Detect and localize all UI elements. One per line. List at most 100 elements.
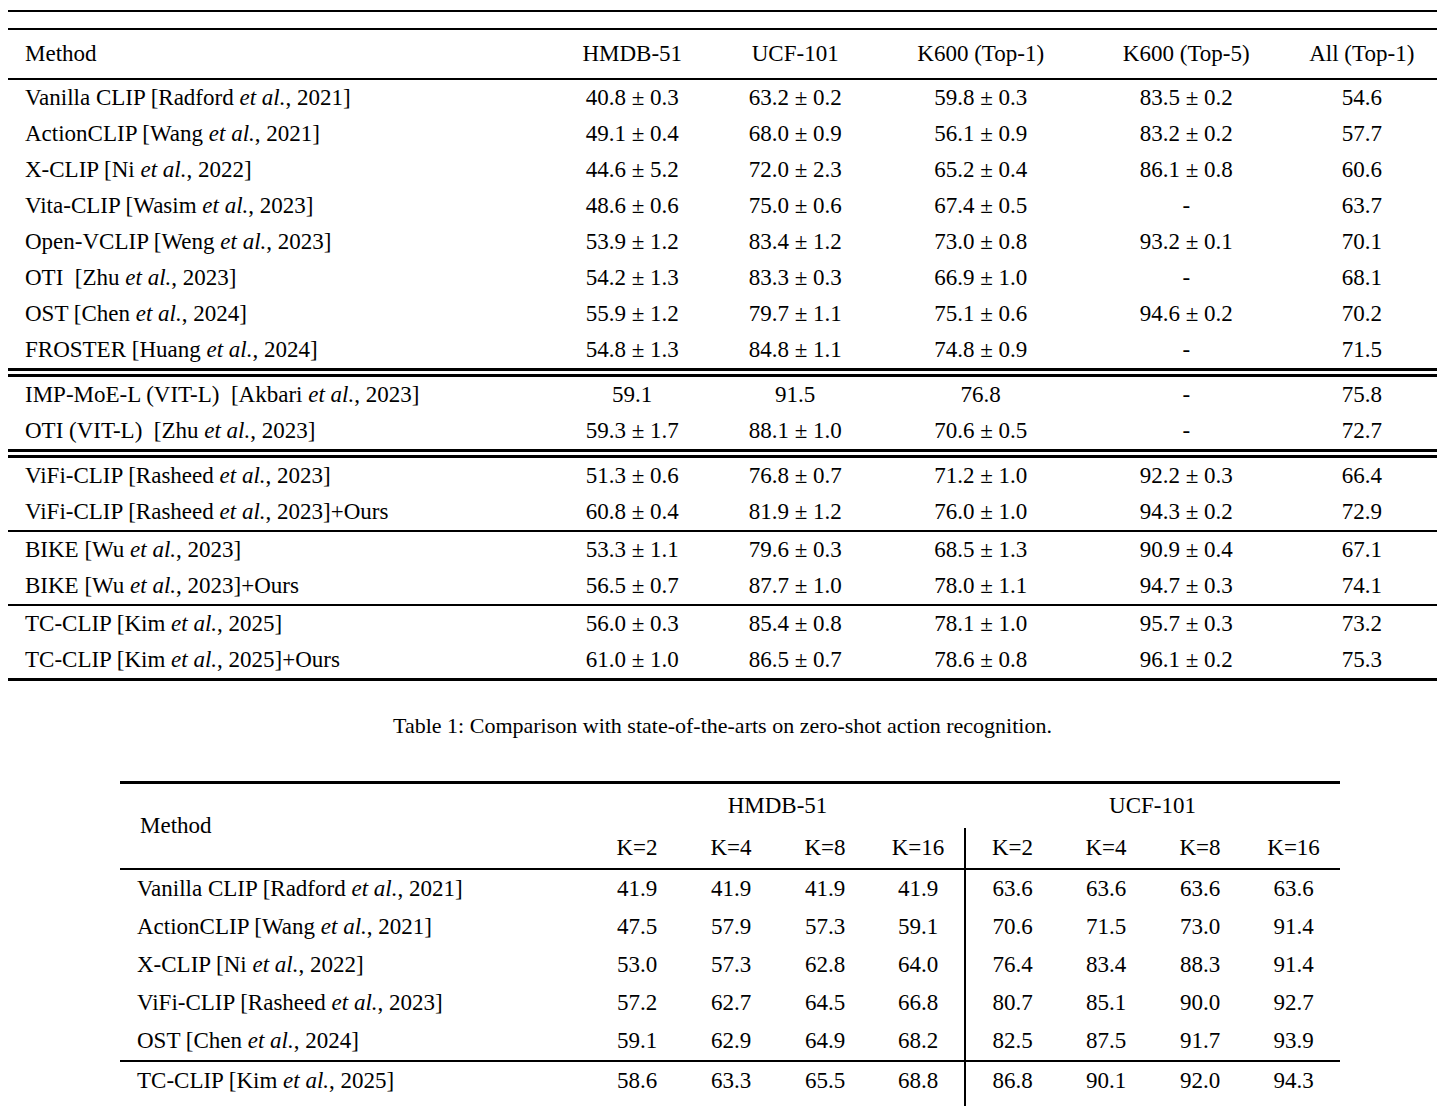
method-cell: TC-CLIP [Kim et al., 2025] bbox=[120, 1061, 590, 1100]
group-header-ucf101: UCF-101 bbox=[965, 783, 1340, 829]
value-cell: 80.7 bbox=[965, 984, 1059, 1022]
table-section: Vanilla CLIP [Radford et al., 2021]40.8 … bbox=[8, 79, 1437, 373]
column-header-hmdb-k4: K=4 bbox=[684, 828, 778, 869]
value-cell: 53.3 ± 1.1 bbox=[550, 531, 715, 568]
value-cell: 55.9 ± 1.2 bbox=[550, 296, 715, 332]
value-cell: - bbox=[1086, 413, 1287, 454]
column-header-hmdb51: HMDB-51 bbox=[550, 29, 715, 79]
value-cell: 91.3 bbox=[1059, 1100, 1153, 1106]
value-cell: 59.8 ± 0.3 bbox=[875, 79, 1086, 116]
dataset-group-header-row: Method HMDB-51 UCF-101 bbox=[120, 783, 1340, 829]
table-row: TC-CLIP [Kim et al., 2025]58.663.365.568… bbox=[120, 1061, 1340, 1100]
header-row: Method HMDB-51 UCF-101 K600 (Top-1) K600… bbox=[8, 29, 1437, 79]
value-cell: 65.6 bbox=[684, 1100, 778, 1106]
value-cell: 64.9 bbox=[778, 1022, 872, 1061]
value-cell: 93.9 bbox=[1247, 1022, 1340, 1061]
value-cell: 66.8 bbox=[872, 984, 965, 1022]
table-row: OTI (VIT-L) [Zhu et al., 2023]59.3 ± 1.7… bbox=[8, 413, 1437, 454]
table-row: ViFi-CLIP [Rasheed et al., 2023]51.3 ± 0… bbox=[8, 454, 1437, 495]
table-row: TC-CLIP [Kim et al., 2025]56.0 ± 0.385.4… bbox=[8, 605, 1437, 642]
value-cell: 85.1 bbox=[1059, 984, 1153, 1022]
column-header-alltop1: All (Top-1) bbox=[1287, 29, 1437, 79]
value-cell: 94.3 bbox=[1247, 1061, 1340, 1100]
value-cell: 66.9 ± 1.0 bbox=[875, 260, 1086, 296]
value-cell: 57.3 bbox=[778, 908, 872, 946]
value-cell: 92.2 ± 0.3 bbox=[1086, 454, 1287, 495]
value-cell: 68.9 bbox=[778, 1100, 872, 1106]
method-cell: X-CLIP [Ni et al., 2022] bbox=[8, 152, 550, 188]
table-row: Vanilla CLIP [Radford et al., 2021]40.8 … bbox=[8, 79, 1437, 116]
table-row: X-CLIP [Ni et al., 2022]44.6 ± 5.272.0 ±… bbox=[8, 152, 1437, 188]
table-row: X-CLIP [Ni et al., 2022]53.057.362.864.0… bbox=[120, 946, 1340, 984]
value-cell: 91.5 bbox=[715, 373, 875, 414]
value-cell: 63.7 bbox=[1287, 188, 1437, 224]
method-cell: OTI [Zhu et al., 2023] bbox=[8, 260, 550, 296]
value-cell: 56.0 ± 0.3 bbox=[550, 605, 715, 642]
table-row: OTI [Zhu et al., 2023]54.2 ± 1.383.3 ± 0… bbox=[8, 260, 1437, 296]
value-cell: 60.6 bbox=[1287, 152, 1437, 188]
value-cell: 91.4 bbox=[1247, 946, 1340, 984]
value-cell: 57.7 bbox=[1287, 116, 1437, 152]
column-header-ucf-k4: K=4 bbox=[1059, 828, 1153, 869]
value-cell: 83.4 bbox=[1059, 946, 1153, 984]
value-cell: 57.3 bbox=[684, 946, 778, 984]
value-cell: - bbox=[1086, 332, 1287, 373]
value-cell: 57.9 bbox=[684, 908, 778, 946]
value-cell: 73.2 bbox=[1287, 605, 1437, 642]
value-cell: 70.2 bbox=[1287, 296, 1437, 332]
value-cell: 72.0 ± 2.3 bbox=[715, 152, 875, 188]
value-cell: 86.5 ± 0.7 bbox=[715, 642, 875, 680]
column-header-hmdb-k16: K=16 bbox=[872, 828, 965, 869]
column-header-k600top5: K600 (Top-5) bbox=[1086, 29, 1287, 79]
value-cell: 54.6 bbox=[1287, 79, 1437, 116]
value-cell: 90.0 bbox=[1153, 984, 1247, 1022]
value-cell: 86.8 bbox=[965, 1061, 1059, 1100]
table-row: BIKE [Wu et al., 2023]+Ours56.5 ± 0.787.… bbox=[8, 568, 1437, 605]
value-cell: 81.9 ± 1.2 bbox=[715, 494, 875, 531]
value-cell: 88.1 ± 1.0 bbox=[715, 413, 875, 454]
value-cell: - bbox=[1086, 260, 1287, 296]
value-cell: 70.1 bbox=[1287, 224, 1437, 260]
value-cell: 63.0 bbox=[590, 1100, 684, 1106]
value-cell: 92.9 bbox=[1153, 1100, 1247, 1106]
column-header-hmdb-k2: K=2 bbox=[590, 828, 684, 869]
value-cell: 72.9 bbox=[1287, 494, 1437, 531]
value-cell: 56.1 ± 0.9 bbox=[875, 116, 1086, 152]
column-header-method: Method bbox=[120, 783, 590, 870]
value-cell: 58.6 bbox=[590, 1061, 684, 1100]
method-cell: X-CLIP [Ni et al., 2022] bbox=[120, 946, 590, 984]
value-cell: 53.9 ± 1.2 bbox=[550, 224, 715, 260]
value-cell: 87.5 bbox=[1059, 1022, 1153, 1061]
value-cell: 75.0 ± 0.6 bbox=[715, 188, 875, 224]
value-cell: 44.6 ± 5.2 bbox=[550, 152, 715, 188]
value-cell: 62.7 bbox=[684, 984, 778, 1022]
table-row: IMP-MoE-L (VIT-L) [Akbari et al., 2023]5… bbox=[8, 373, 1437, 414]
value-cell: 54.2 ± 1.3 bbox=[550, 260, 715, 296]
table-section: IMP-MoE-L (VIT-L) [Akbari et al., 2023]5… bbox=[8, 373, 1437, 454]
value-cell: 67.4 ± 0.5 bbox=[875, 188, 1086, 224]
value-cell: 72.7 bbox=[1287, 413, 1437, 454]
table-section: ViFi-CLIP [Rasheed et al., 2023]51.3 ± 0… bbox=[8, 454, 1437, 532]
value-cell: 67.1 bbox=[1287, 531, 1437, 568]
method-cell: Open-VCLIP [Weng et al., 2023] bbox=[8, 224, 550, 260]
value-cell: 51.3 ± 0.6 bbox=[550, 454, 715, 495]
value-cell: 95.7 ± 0.3 bbox=[1086, 605, 1287, 642]
value-cell: 60.8 ± 0.4 bbox=[550, 494, 715, 531]
value-cell: 79.6 ± 0.3 bbox=[715, 531, 875, 568]
column-header-method: Method bbox=[8, 29, 550, 79]
value-cell: 68.1 bbox=[1287, 260, 1437, 296]
value-cell: 70.6 ± 0.5 bbox=[875, 413, 1086, 454]
value-cell: 94.0 bbox=[1247, 1100, 1340, 1106]
value-cell: 40.8 ± 0.3 bbox=[550, 79, 715, 116]
value-cell: 76.8 bbox=[875, 373, 1086, 414]
table-row: OST [Chen et al., 2024]59.162.964.968.28… bbox=[120, 1022, 1340, 1061]
value-cell: 94.6 ± 0.2 bbox=[1086, 296, 1287, 332]
value-cell: 68.0 ± 0.9 bbox=[715, 116, 875, 152]
value-cell: 41.9 bbox=[778, 869, 872, 908]
value-cell: 59.1 bbox=[872, 908, 965, 946]
value-cell: 66.4 bbox=[1287, 454, 1437, 495]
value-cell: 63.2 ± 0.2 bbox=[715, 79, 875, 116]
method-cell: TC-CLIP [Kim et al., 2025]+Ours bbox=[120, 1100, 590, 1106]
value-cell: 41.9 bbox=[684, 869, 778, 908]
value-cell: 93.2 ± 0.1 bbox=[1086, 224, 1287, 260]
